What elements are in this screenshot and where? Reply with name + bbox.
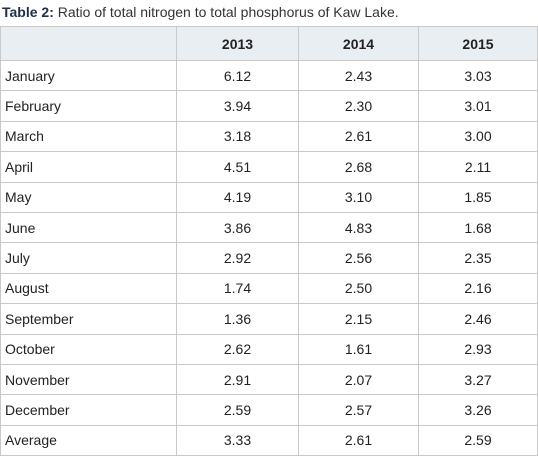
cell: 2.50 [298,272,419,305]
cell: 2.15 [298,303,419,335]
column-header: 2014 [298,26,419,61]
row-label: October [0,333,177,365]
cell: 1.85 [418,181,538,213]
row-label: April [0,151,177,183]
cell: 2.35 [418,242,538,274]
cell: 2.43 [298,59,419,92]
table-row: November 2.91 2.07 3.27 [0,363,538,396]
cell: 2.30 [298,90,419,122]
row-label: November [0,363,177,396]
header-corner [0,26,177,61]
cell: 2.56 [298,242,419,274]
row-label: May [0,181,177,213]
row-label: December [0,394,177,426]
row-label: Average [0,424,177,456]
cell: 2.11 [418,151,538,183]
column-header: 2015 [418,26,538,61]
cell: 3.94 [176,90,299,122]
cell: 2.68 [298,151,419,183]
row-label: September [0,303,177,335]
cell: 3.10 [298,181,419,213]
cell: 2.61 [298,424,419,456]
cell: 2.59 [418,424,538,456]
table-row: December 2.59 2.57 3.26 [0,394,538,426]
cell: 2.62 [176,333,299,365]
cell: 4.19 [176,181,299,213]
cell: 3.03 [418,59,538,92]
row-label: March [0,120,177,153]
caption: Table 2: Ratio of total nitrogen to tota… [0,0,538,26]
cell: 2.93 [418,333,538,365]
cell: 3.86 [176,211,299,244]
cell: 3.00 [418,120,538,153]
cell: 2.07 [298,363,419,396]
cell: 2.61 [298,120,419,153]
cell: 2.16 [418,272,538,305]
table-row: February 3.94 2.30 3.01 [0,90,538,122]
row-label: August [0,272,177,305]
cell: 3.33 [176,424,299,456]
table-body: January 6.12 2.43 3.03 February 3.94 2.30 3.01 M… [0,59,538,456]
row-label: January [0,59,177,92]
cell: 3.26 [418,394,538,426]
cell: 1.68 [418,211,538,244]
cell: 2.91 [176,363,299,396]
table-row: July 2.92 2.56 2.35 [0,242,538,274]
row-label: February [0,90,177,122]
row-label: June [0,211,177,244]
data-table: 2013 2014 2015 January 6.12 2.43 3.03 February… [0,26,538,456]
row-label: July [0,242,177,274]
column-header: 2013 [176,26,299,61]
header-row: 2013 2014 2015 [0,26,538,61]
cell: 4.51 [176,151,299,183]
cell: 4.83 [298,211,419,244]
table-row: April 4.51 2.68 2.11 [0,151,538,183]
table-row: March 3.18 2.61 3.00 [0,120,538,153]
table-row: September 1.36 2.15 2.46 [0,303,538,335]
cell: 6.12 [176,59,299,92]
cell: 2.46 [418,303,538,335]
cell: 2.57 [298,394,419,426]
table-row: May 4.19 3.10 1.85 [0,181,538,213]
cell: 3.27 [418,363,538,396]
caption-label: Table 2: [2,4,54,20]
cell: 2.59 [176,394,299,426]
table-row: June 3.86 4.83 1.68 [0,211,538,244]
cell: 1.36 [176,303,299,335]
cell: 3.18 [176,120,299,153]
table-row: January 6.12 2.43 3.03 [0,59,538,92]
table-row: Average 3.33 2.61 2.59 [0,424,538,456]
cell: 3.01 [418,90,538,122]
cell: 2.92 [176,242,299,274]
caption-text: Ratio of total nitrogen to total phospho… [57,4,399,20]
cell: 1.61 [298,333,419,365]
table-row: August 1.74 2.50 2.16 [0,272,538,305]
table-row: October 2.62 1.61 2.93 [0,333,538,365]
cell: 1.74 [176,272,299,305]
